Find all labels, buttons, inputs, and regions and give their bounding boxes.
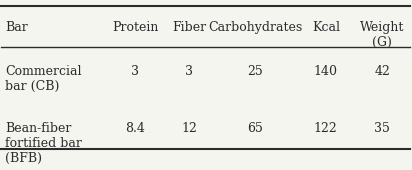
Text: 25: 25 — [248, 65, 263, 78]
Text: Kcal: Kcal — [312, 21, 340, 34]
Text: Bar: Bar — [5, 21, 28, 34]
Text: Fiber: Fiber — [172, 21, 206, 34]
Text: 140: 140 — [314, 65, 338, 78]
Text: 8.4: 8.4 — [125, 122, 145, 135]
Text: 122: 122 — [314, 122, 338, 135]
Text: Carbohydrates: Carbohydrates — [208, 21, 302, 34]
Text: 12: 12 — [182, 122, 197, 135]
Text: 3: 3 — [131, 65, 139, 78]
Text: Commercial
bar (CB): Commercial bar (CB) — [5, 65, 82, 92]
Text: 3: 3 — [185, 65, 194, 78]
Text: 42: 42 — [374, 65, 390, 78]
Text: Protein: Protein — [112, 21, 159, 34]
Text: 35: 35 — [374, 122, 390, 135]
Text: Weight
(G): Weight (G) — [360, 21, 405, 49]
Text: 65: 65 — [247, 122, 263, 135]
Text: Bean-fiber
fortified bar
(BFB): Bean-fiber fortified bar (BFB) — [5, 122, 82, 165]
